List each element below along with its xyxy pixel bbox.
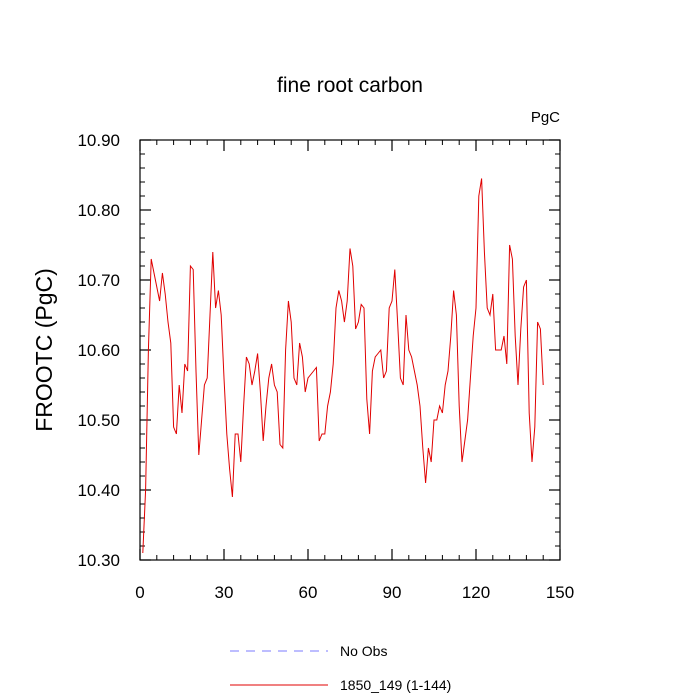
y-tick-label: 10.60 — [77, 341, 120, 360]
x-tick-label: 150 — [546, 583, 574, 602]
y-tick-label: 10.40 — [77, 481, 120, 500]
legend-label: 1850_149 (1-144) — [340, 677, 451, 693]
legend: No Obs 1850_149 (1-144) — [230, 643, 451, 693]
y-axis-label: FROOTC (PgC) — [31, 268, 57, 432]
y-tick-label: 10.30 — [77, 551, 120, 570]
x-tick-label: 90 — [383, 583, 402, 602]
y-tick-label: 10.90 — [77, 131, 120, 150]
chart-title: fine root carbon — [277, 74, 423, 97]
tick-labels: 0 30 60 90 120 150 10.30 10.40 10.50 10.60 10.70 10… — [77, 131, 574, 602]
y-tick-label: 10.80 — [77, 201, 120, 220]
y-tick-label: 10.70 — [77, 271, 120, 290]
legend-label: No Obs — [340, 643, 387, 659]
x-tick-label: 60 — [299, 583, 318, 602]
x-tick-label: 120 — [462, 583, 490, 602]
plot-frame — [139, 139, 561, 561]
series-lines — [142, 178, 544, 554]
x-tick-label: 0 — [135, 583, 144, 602]
y-tick-label: 10.50 — [77, 411, 120, 430]
x-tick-label: 30 — [215, 583, 234, 602]
units-label: PgC — [531, 109, 560, 126]
series-line — [142, 178, 544, 554]
